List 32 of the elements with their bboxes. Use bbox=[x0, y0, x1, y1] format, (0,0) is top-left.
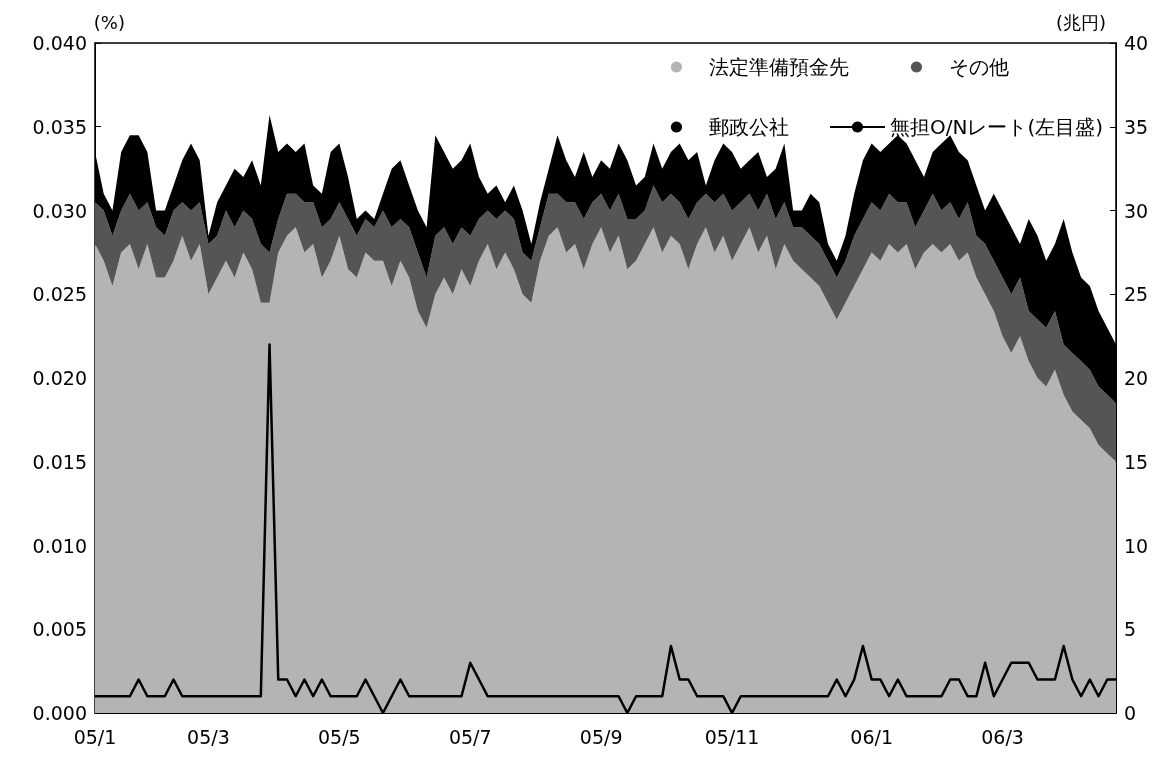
x-tick-label: 06/1 bbox=[850, 725, 893, 748]
y2-tick-label: 5 bbox=[1124, 618, 1137, 641]
x-tick-label: 05/7 bbox=[448, 725, 492, 748]
y-tick-label: 0.030 bbox=[32, 199, 87, 222]
y2-tick-label: 0 bbox=[1124, 702, 1137, 724]
y-tick-label: 0.040 bbox=[32, 32, 87, 54]
y2-tick-label: 35 bbox=[1124, 115, 1149, 138]
legend-label: その他 bbox=[948, 55, 1009, 79]
y-tick-label: 0.000 bbox=[32, 702, 87, 724]
x-tick-label: 05/9 bbox=[579, 725, 623, 748]
y-axis-title: (%) bbox=[93, 11, 125, 33]
legend-label: 郵政公社 bbox=[708, 115, 789, 139]
y2-tick-label: 15 bbox=[1124, 450, 1149, 473]
legend-label: 無担O/Nレート(左目盛) bbox=[889, 115, 1103, 139]
y2-tick-label: 30 bbox=[1124, 199, 1149, 222]
y2-tick-label: 25 bbox=[1124, 283, 1149, 306]
y-tick-label: 0.020 bbox=[32, 367, 87, 389]
y2-tick-label: 40 bbox=[1124, 32, 1149, 54]
y2-tick-label: 20 bbox=[1124, 367, 1149, 389]
x-tick-label: 05/1 bbox=[73, 725, 117, 748]
x-tick-label: 05/3 bbox=[187, 725, 230, 748]
y2-axis-title: (兆円) bbox=[1056, 11, 1107, 33]
y-tick-label: 0.015 bbox=[32, 450, 87, 473]
y-tick-label: 0.010 bbox=[32, 534, 87, 557]
y2-tick-label: 10 bbox=[1124, 534, 1149, 557]
x-tick-label: 05/5 bbox=[318, 725, 361, 748]
x-tick-label: 05/11 bbox=[704, 725, 760, 748]
legend-label: 法定準備預金先 bbox=[708, 55, 849, 79]
y-tick-label: 0.025 bbox=[32, 283, 87, 306]
y-tick-label: 0.035 bbox=[32, 115, 87, 138]
x-tick-label: 06/3 bbox=[981, 725, 1024, 748]
y-tick-label: 0.005 bbox=[32, 618, 87, 641]
